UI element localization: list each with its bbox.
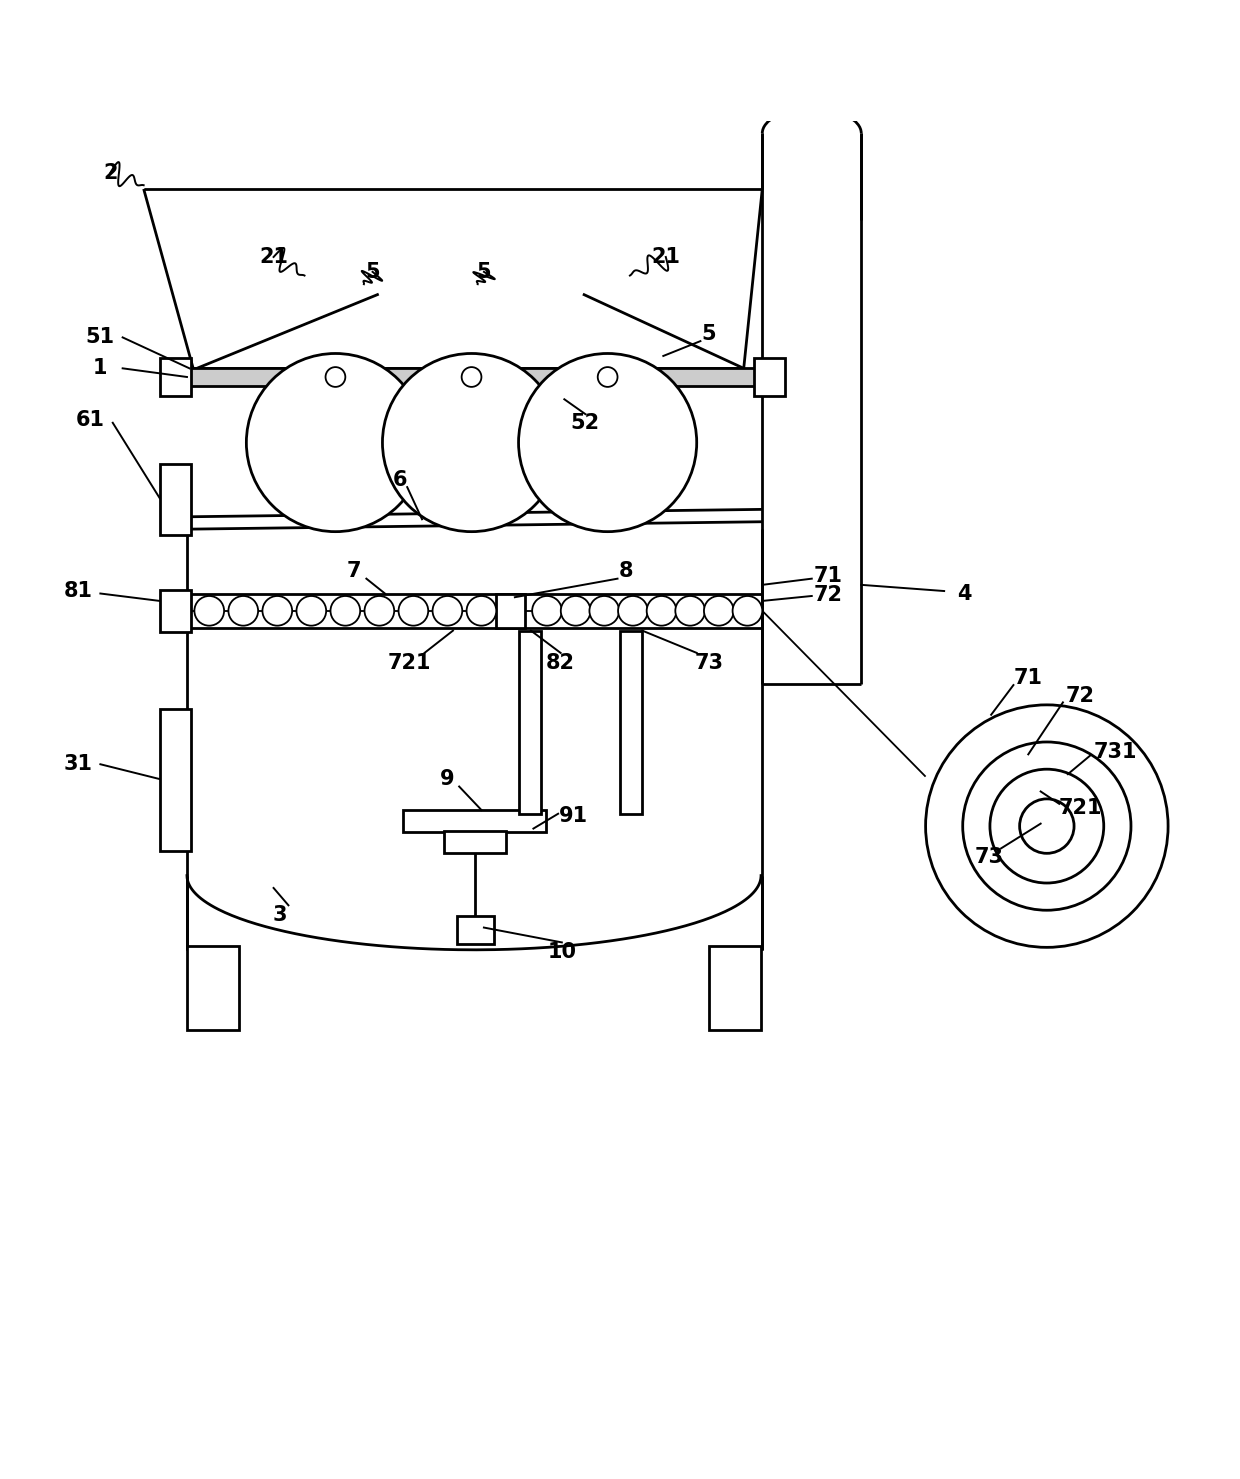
Circle shape [618, 596, 647, 626]
Text: 31: 31 [63, 754, 93, 774]
Circle shape [647, 596, 676, 626]
Text: 9: 9 [439, 769, 454, 790]
Circle shape [331, 596, 360, 626]
Bar [160, 708, 191, 850]
Text: 91: 91 [558, 806, 588, 827]
Text: 51: 51 [86, 327, 115, 348]
Circle shape [990, 769, 1104, 883]
Bar [444, 831, 506, 853]
Circle shape [433, 596, 463, 626]
Circle shape [560, 596, 590, 626]
Circle shape [195, 596, 224, 626]
Circle shape [398, 596, 428, 626]
Circle shape [518, 353, 697, 531]
Circle shape [263, 596, 293, 626]
Text: 721: 721 [388, 652, 432, 673]
Text: 21: 21 [259, 247, 288, 268]
Circle shape [326, 367, 345, 387]
Bar [160, 463, 191, 535]
Text: 8: 8 [619, 561, 634, 581]
Text: 81: 81 [63, 581, 93, 600]
Circle shape [733, 596, 763, 626]
Text: 82: 82 [546, 652, 575, 673]
Text: 5: 5 [702, 324, 717, 343]
Text: 5: 5 [476, 262, 491, 282]
Text: 73: 73 [975, 847, 1003, 867]
Text: 21: 21 [651, 247, 681, 268]
Bar [187, 368, 756, 386]
Text: 721: 721 [1059, 797, 1102, 818]
Circle shape [296, 596, 326, 626]
Text: 10: 10 [547, 942, 577, 963]
Circle shape [962, 742, 1131, 910]
Circle shape [925, 705, 1168, 948]
Text: 6: 6 [393, 470, 407, 490]
Text: 73: 73 [694, 652, 724, 673]
Bar [518, 630, 541, 813]
Circle shape [461, 367, 481, 387]
Bar [403, 810, 546, 833]
Text: 52: 52 [570, 413, 600, 433]
Text: 71: 71 [813, 566, 842, 586]
Circle shape [228, 596, 258, 626]
Text: 3: 3 [273, 905, 286, 926]
Circle shape [676, 596, 706, 626]
Text: 731: 731 [1094, 742, 1137, 762]
Bar [496, 593, 525, 629]
Circle shape [598, 367, 618, 387]
Bar [456, 917, 494, 944]
Text: 7: 7 [347, 561, 361, 581]
Circle shape [365, 596, 394, 626]
Text: 61: 61 [76, 410, 105, 430]
Bar [620, 630, 642, 813]
Circle shape [247, 353, 424, 531]
Text: 72: 72 [813, 584, 842, 605]
Text: 2: 2 [103, 163, 118, 183]
Circle shape [1019, 799, 1074, 853]
Bar [160, 358, 191, 395]
Text: 71: 71 [1014, 667, 1043, 688]
Text: 5: 5 [366, 262, 379, 282]
Text: 4: 4 [957, 584, 971, 603]
Circle shape [382, 353, 560, 531]
Circle shape [704, 596, 734, 626]
Text: 72: 72 [1065, 686, 1095, 705]
Bar [160, 590, 191, 632]
Text: 1: 1 [93, 358, 108, 379]
Circle shape [589, 596, 619, 626]
Bar [709, 947, 761, 1031]
Bar [754, 358, 785, 395]
Bar [187, 947, 239, 1031]
Circle shape [532, 596, 562, 626]
Circle shape [466, 596, 496, 626]
